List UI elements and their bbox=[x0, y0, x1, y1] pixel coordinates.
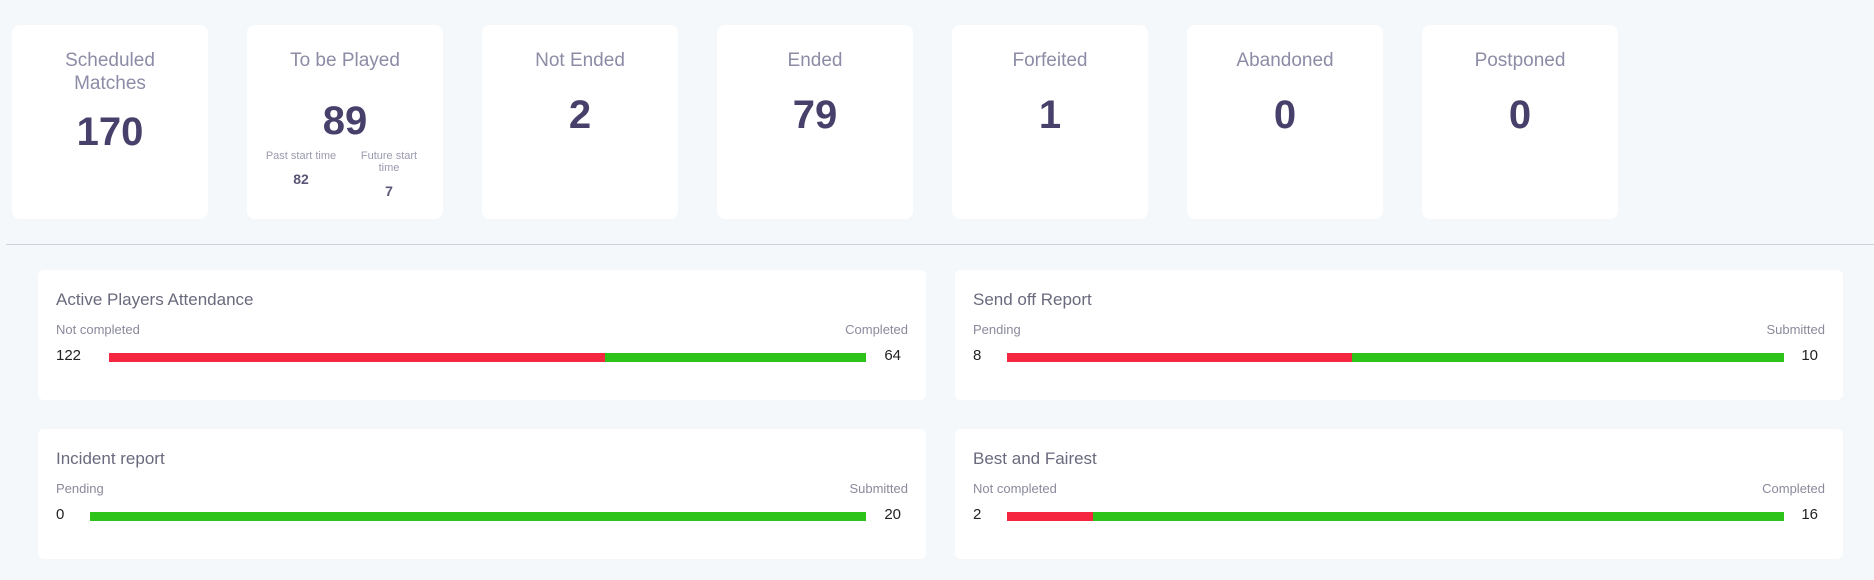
stat-value: 170 bbox=[76, 110, 144, 154]
progress-pending-segment bbox=[1007, 353, 1352, 362]
progress-bar bbox=[1007, 512, 1784, 521]
right-count: 20 bbox=[884, 506, 901, 523]
left-count: 0 bbox=[56, 506, 65, 523]
sub-stat-value: 82 bbox=[293, 171, 309, 187]
stat-title: Abandoned bbox=[1236, 50, 1334, 71]
stat-value: 79 bbox=[792, 93, 838, 137]
report-card-attendance[interactable]: Active Players Attendance Not completed … bbox=[38, 270, 926, 400]
progress-bar bbox=[109, 353, 866, 362]
sub-stat-future-start: Future start time 7 bbox=[353, 150, 425, 199]
report-card-best-and-fairest[interactable]: Best and Fairest Not completed Completed… bbox=[955, 429, 1843, 559]
section-divider bbox=[6, 244, 1874, 245]
progress-bar bbox=[1007, 353, 1784, 362]
right-count: 16 bbox=[1801, 506, 1818, 523]
stat-value: 0 bbox=[1273, 93, 1297, 137]
stat-title: Not Ended bbox=[535, 50, 625, 71]
bar-left-label: Pending bbox=[56, 481, 104, 496]
stat-card-not-ended[interactable]: Not Ended 2 bbox=[482, 25, 678, 219]
sub-stat-label: Future start time bbox=[360, 150, 418, 174]
left-count: 122 bbox=[56, 347, 82, 364]
progress-pending-segment bbox=[1007, 512, 1094, 521]
report-title: Send off Report bbox=[973, 290, 1092, 309]
progress-complete-segment bbox=[604, 353, 866, 362]
stat-value: 1 bbox=[1038, 93, 1062, 137]
right-count: 64 bbox=[884, 347, 901, 364]
progress-complete-segment bbox=[1351, 353, 1784, 362]
stat-card-abandoned[interactable]: Abandoned 0 bbox=[1187, 25, 1383, 219]
stat-card-to-be-played[interactable]: To be Played 89 Past start time 82 Futur… bbox=[247, 25, 443, 219]
sub-stat-value: 7 bbox=[385, 183, 393, 199]
stat-value: 89 bbox=[322, 99, 368, 143]
stat-card-forfeited[interactable]: Forfeited 1 bbox=[952, 25, 1148, 219]
report-title: Incident report bbox=[56, 449, 165, 468]
sub-stats: Past start time 82 Future start time 7 bbox=[247, 150, 443, 199]
stat-title: Scheduled Matches bbox=[65, 50, 155, 94]
bar-left-label: Not completed bbox=[973, 481, 1057, 496]
stat-card-scheduled-matches[interactable]: Scheduled Matches 170 bbox=[12, 25, 208, 219]
bar-left-label: Not completed bbox=[56, 322, 140, 337]
stat-title: Postponed bbox=[1474, 50, 1566, 71]
progress-bar bbox=[90, 512, 866, 521]
left-count: 8 bbox=[973, 347, 982, 364]
stat-title: To be Played bbox=[290, 50, 400, 71]
match-stats-row: Scheduled Matches 170 To be Played 89 Pa… bbox=[12, 25, 1632, 219]
report-card-send-off[interactable]: Send off Report Pending Submitted 8 10 bbox=[955, 270, 1843, 400]
stat-value: 2 bbox=[568, 93, 592, 137]
bar-right-label: Submitted bbox=[849, 481, 908, 496]
report-title: Active Players Attendance bbox=[56, 290, 254, 309]
bar-right-label: Submitted bbox=[1766, 322, 1825, 337]
stat-title: Forfeited bbox=[1012, 50, 1088, 71]
stat-title: Ended bbox=[787, 50, 843, 71]
report-card-incident[interactable]: Incident report Pending Submitted 0 20 bbox=[38, 429, 926, 559]
bar-right-label: Completed bbox=[1762, 481, 1825, 496]
progress-complete-segment bbox=[1093, 512, 1784, 521]
stat-card-postponed[interactable]: Postponed 0 bbox=[1422, 25, 1618, 219]
bar-right-label: Completed bbox=[845, 322, 908, 337]
report-title: Best and Fairest bbox=[973, 449, 1097, 468]
stat-card-ended[interactable]: Ended 79 bbox=[717, 25, 913, 219]
sub-stat-label: Past start time bbox=[265, 150, 337, 162]
left-count: 2 bbox=[973, 506, 982, 523]
bar-left-label: Pending bbox=[973, 322, 1021, 337]
stat-value: 0 bbox=[1508, 93, 1532, 137]
sub-stat-past-start: Past start time 82 bbox=[265, 150, 337, 199]
right-count: 10 bbox=[1801, 347, 1818, 364]
progress-complete-segment bbox=[90, 512, 866, 521]
progress-pending-segment bbox=[109, 353, 605, 362]
